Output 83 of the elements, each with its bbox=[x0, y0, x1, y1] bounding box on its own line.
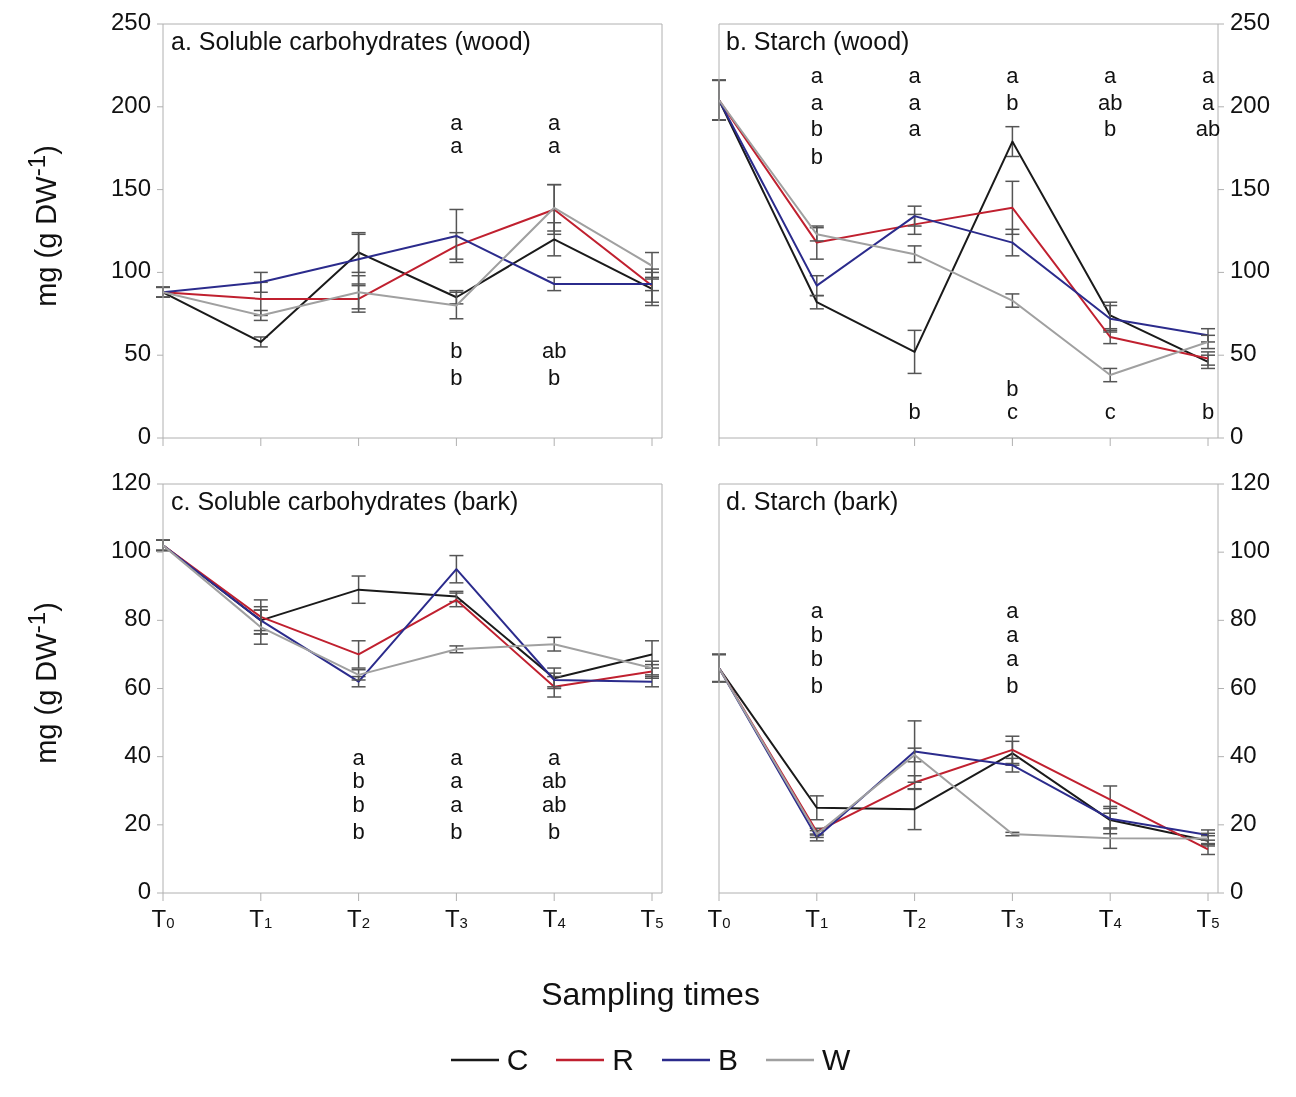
annotation: a bbox=[1006, 597, 1020, 623]
annotation: a bbox=[810, 89, 824, 115]
annotation: a bbox=[1006, 63, 1020, 89]
y-tick-label: 120 bbox=[1230, 468, 1271, 496]
annotation: b bbox=[810, 645, 823, 671]
annotation: a bbox=[1006, 621, 1020, 647]
annotation: a bbox=[1104, 63, 1118, 89]
annotation: a bbox=[1006, 645, 1020, 671]
annotation: b bbox=[810, 621, 823, 647]
annotation: a bbox=[1201, 89, 1215, 115]
y-tick-label: 60 bbox=[124, 672, 151, 700]
y-tick-label: 80 bbox=[1230, 604, 1257, 632]
annotation: a bbox=[548, 132, 562, 158]
y-tick-label: 40 bbox=[124, 741, 151, 769]
y-tick-label: 0 bbox=[137, 422, 151, 450]
y-tick-label: 100 bbox=[110, 256, 151, 284]
annotation: a bbox=[908, 89, 922, 115]
y-tick-label: 0 bbox=[1230, 877, 1244, 905]
annotation: a bbox=[450, 744, 464, 770]
annotation: a bbox=[908, 116, 922, 142]
y-tick-label: 50 bbox=[124, 339, 151, 367]
annotation: c bbox=[1104, 399, 1116, 425]
annotation: ab bbox=[1195, 116, 1221, 142]
annotation: c bbox=[1006, 399, 1018, 425]
y-tick-label: 100 bbox=[1230, 256, 1271, 284]
annotation: a bbox=[450, 109, 464, 135]
annotation: b bbox=[1104, 116, 1117, 142]
annotation: b bbox=[810, 673, 823, 699]
y-tick-label: 20 bbox=[1230, 809, 1257, 837]
chart-title: d. Starch (bark) bbox=[726, 487, 899, 516]
annotation: a bbox=[548, 109, 562, 135]
annotation: b bbox=[352, 792, 365, 818]
annotation: b bbox=[810, 116, 823, 142]
annotation: b bbox=[810, 144, 823, 170]
x-axis-title: Sampling times bbox=[540, 976, 761, 1013]
annotation: a bbox=[450, 132, 464, 158]
y-tick-label: 200 bbox=[1230, 91, 1271, 119]
annotation: a bbox=[352, 744, 366, 770]
y-tick-label: 150 bbox=[110, 173, 151, 201]
annotation: b bbox=[352, 819, 365, 845]
annotation: a bbox=[908, 63, 922, 89]
annotation: a bbox=[450, 792, 464, 818]
y-tick-label: 150 bbox=[1230, 173, 1271, 201]
y-tick-label: 0 bbox=[1230, 422, 1244, 450]
annotation: b bbox=[1201, 399, 1215, 425]
y-tick-label: 100 bbox=[110, 536, 151, 564]
y-tick-label: 60 bbox=[1230, 672, 1257, 700]
annotation: b bbox=[1006, 673, 1019, 699]
annotation: b bbox=[450, 819, 463, 845]
chart-title: b. Starch (wood) bbox=[726, 27, 910, 56]
annotation: ab bbox=[541, 768, 567, 794]
annotation: b bbox=[352, 768, 365, 794]
y-tick-label: 20 bbox=[124, 809, 151, 837]
annotation: a bbox=[810, 597, 824, 623]
legend-label: C bbox=[506, 1043, 529, 1077]
annotation: a bbox=[1201, 63, 1215, 89]
legend-label: B bbox=[718, 1043, 739, 1077]
y-tick-label: 100 bbox=[1230, 536, 1271, 564]
annotation: ab bbox=[541, 338, 567, 364]
annotation: b bbox=[548, 364, 561, 390]
y-tick-label: 120 bbox=[110, 468, 151, 496]
y-tick-label: 200 bbox=[110, 91, 151, 119]
y-tick-label: 250 bbox=[110, 8, 151, 36]
legend-label: W bbox=[822, 1043, 851, 1077]
y-tick-label: 80 bbox=[124, 604, 151, 632]
annotation: b bbox=[1006, 376, 1019, 402]
annotation: ab bbox=[1097, 89, 1123, 115]
y-tick-label: 40 bbox=[1230, 741, 1257, 769]
annotation: b bbox=[1006, 89, 1019, 115]
annotation: b bbox=[450, 364, 463, 390]
annotation: b bbox=[548, 819, 561, 845]
annotation: a bbox=[810, 63, 824, 89]
annotation: b bbox=[908, 399, 921, 425]
chart-title: c. Soluble carbohydrates (bark) bbox=[171, 487, 519, 516]
y-tick-label: 0 bbox=[137, 877, 151, 905]
annotation: ab bbox=[541, 792, 567, 818]
y-tick-label: 50 bbox=[1230, 339, 1257, 367]
y-tick-label: 250 bbox=[1230, 8, 1271, 36]
chart-title: a. Soluble carbohydrates (wood) bbox=[171, 27, 531, 56]
annotation: b bbox=[450, 338, 463, 364]
annotation: a bbox=[450, 768, 464, 794]
legend-label: R bbox=[612, 1043, 634, 1077]
annotation: a bbox=[548, 744, 562, 770]
